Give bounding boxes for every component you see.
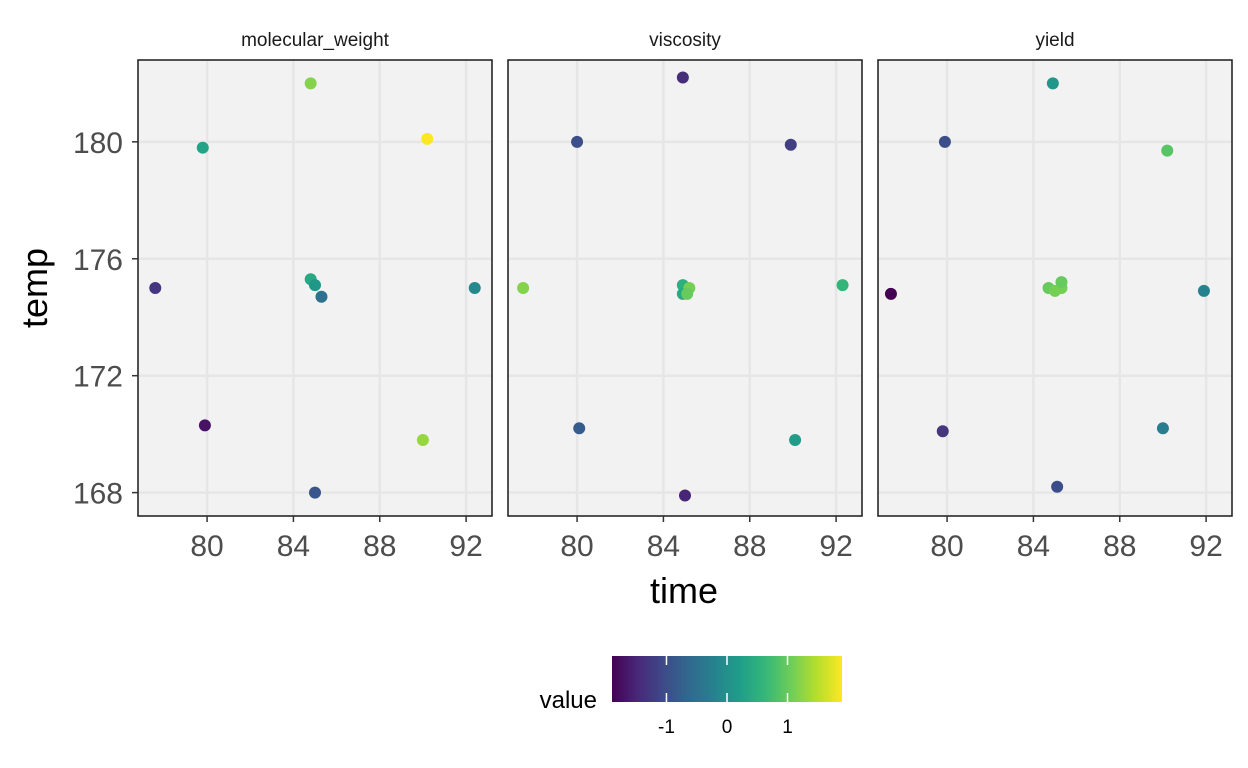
data-point — [421, 132, 434, 145]
facet-strip-label: viscosity — [649, 30, 721, 51]
data-point — [1051, 480, 1064, 493]
data-point — [196, 141, 209, 154]
facet-panel-molecular_weight: molecular_weight — [137, 30, 493, 517]
data-point — [517, 282, 530, 294]
x-tick-label: 84 — [1017, 530, 1050, 563]
data-point — [198, 419, 211, 432]
x-tick-label: 88 — [733, 530, 766, 563]
data-point — [309, 279, 321, 292]
facet-panels: molecular_weight viscosity yield — [137, 30, 1233, 517]
data-point — [681, 287, 694, 300]
data-point — [416, 434, 429, 446]
legend-title: value — [540, 687, 597, 714]
legend-tick-label: 0 — [722, 717, 733, 738]
y-axis-title: temp — [14, 248, 55, 328]
data-point — [1161, 144, 1174, 157]
x-tick-label: 92 — [1189, 530, 1222, 563]
data-point — [676, 71, 689, 84]
x-tick-label: 88 — [363, 530, 396, 563]
x-tick-label: 84 — [277, 530, 310, 563]
legend-tick-label: 1 — [782, 717, 793, 738]
facet-panel-viscosity: viscosity — [507, 30, 863, 517]
x-axis-title: time — [650, 570, 718, 611]
panel-border — [877, 59, 1233, 517]
data-point — [1197, 284, 1210, 297]
data-point — [571, 135, 584, 148]
data-point — [679, 489, 691, 502]
y-tick-label: 176 — [73, 244, 123, 277]
y-tick-label: 168 — [73, 478, 123, 511]
x-tick-label: 92 — [819, 530, 852, 563]
data-point — [573, 422, 586, 435]
x-tick-label: 80 — [560, 530, 593, 563]
x-tick-label: 92 — [449, 530, 482, 563]
data-point — [309, 486, 321, 499]
data-point — [784, 138, 797, 151]
x-axis: 80 84 88 92 80 84 88 92 80 84 88 92 — [190, 516, 1223, 563]
facet-panel-yield: yield — [877, 30, 1233, 517]
legend-tick-label: -1 — [658, 717, 675, 738]
panel-border — [507, 59, 863, 517]
x-tick-label: 84 — [647, 530, 680, 563]
legend-ticks: -1 0 1 — [658, 656, 793, 738]
data-point — [1046, 77, 1059, 90]
data-point — [468, 282, 481, 294]
data-point — [304, 77, 317, 90]
data-point — [1055, 276, 1068, 289]
data-point — [315, 290, 328, 303]
data-point — [789, 434, 802, 446]
data-point — [936, 425, 949, 438]
facet-strip-label: molecular_weight — [241, 30, 390, 51]
data-point — [1156, 422, 1169, 435]
y-axis: 168 172 176 180 — [73, 127, 138, 511]
x-tick-label: 88 — [1103, 530, 1136, 563]
y-tick-label: 180 — [73, 127, 123, 160]
color-legend: value -1 0 1 — [540, 656, 842, 738]
data-point — [836, 279, 849, 292]
panel-border — [137, 59, 493, 517]
x-tick-label: 80 — [930, 530, 963, 563]
facet-strip-label: yield — [1035, 30, 1074, 51]
data-point — [938, 135, 951, 148]
data-point — [884, 287, 897, 300]
y-tick-label: 172 — [73, 361, 123, 394]
x-tick-label: 80 — [190, 530, 223, 563]
data-point — [149, 282, 162, 294]
